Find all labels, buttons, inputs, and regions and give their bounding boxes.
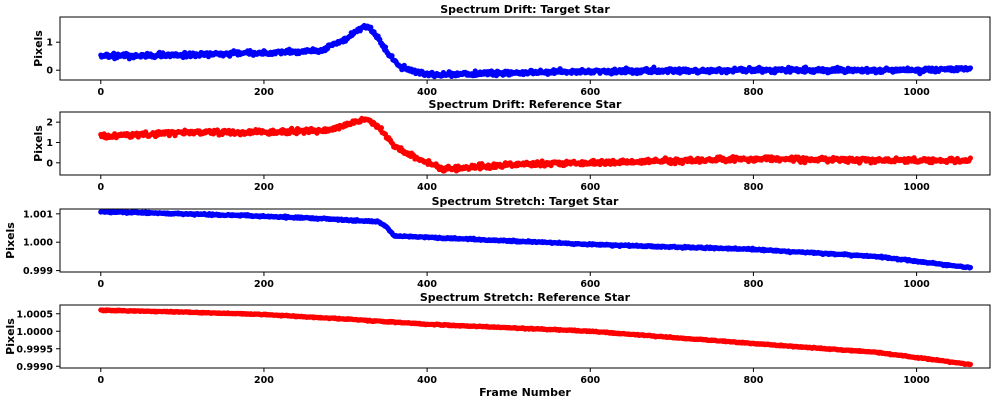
x-tick-label: 0 [97, 279, 104, 290]
y-tick-label: 1 [46, 38, 53, 49]
x-axis-label: Frame Number [479, 386, 571, 399]
x-tick-label: 600 [580, 182, 600, 193]
x-tick-label: 1000 [903, 87, 930, 98]
panel-title: Spectrum Stretch: Reference Star [420, 291, 631, 304]
x-tick-label: 400 [417, 182, 437, 193]
x-tick-label: 800 [743, 375, 763, 386]
data-point [967, 264, 974, 271]
y-tick-label: 1.001 [23, 209, 53, 220]
x-tick-label: 200 [254, 87, 274, 98]
x-tick-label: 200 [254, 279, 274, 290]
y-axis-label: Pixels [32, 30, 45, 67]
data-point [382, 44, 389, 50]
x-tick-label: 600 [580, 279, 600, 290]
x-tick-label: 0 [97, 375, 104, 386]
y-tick-label: 0.9995 [16, 344, 53, 355]
axes-frame [59, 111, 991, 176]
data-point [368, 24, 374, 30]
data-series [98, 208, 974, 271]
y-tick-label: 1.0005 [16, 309, 53, 320]
y-tick-label: 0 [46, 66, 53, 77]
x-tick-label: 200 [254, 375, 274, 386]
y-axis-label: Pixels [4, 222, 17, 259]
x-tick-label: 0 [97, 87, 104, 98]
data-point [389, 53, 395, 59]
axes-frame [59, 16, 991, 81]
x-tick-label: 1000 [903, 279, 930, 290]
axes-frame [59, 208, 991, 273]
x-tick-label: 200 [254, 182, 274, 193]
y-tick-label: 1.0000 [16, 327, 53, 338]
x-tick-label: 400 [417, 279, 437, 290]
panel-4: Spectrum Stretch: Reference Star Pixels 0 2… [4, 291, 991, 399]
y-tick-label: 2 [46, 118, 53, 129]
x-tick-label: 400 [417, 87, 437, 98]
panel-title: Spectrum Stretch: Target Star [432, 195, 619, 208]
x-tick-label: 1000 [903, 375, 930, 386]
data-point [967, 361, 974, 367]
x-tick-label: 800 [743, 87, 763, 98]
data-point [967, 155, 974, 161]
y-axis-label: Pixels [32, 125, 45, 162]
y-tick-label: 0.999 [23, 266, 53, 277]
data-series [98, 115, 974, 174]
y-tick-label: 0.9990 [16, 362, 53, 373]
data-series [98, 307, 974, 368]
y-tick-label: 1 [46, 138, 53, 149]
x-tick-label: 800 [743, 182, 763, 193]
y-axis-label: Pixels [4, 318, 17, 355]
x-tick-label: 0 [97, 182, 104, 193]
panel-title: Spectrum Drift: Reference Star [429, 98, 622, 111]
data-series [98, 22, 974, 80]
x-tick-label: 1000 [903, 182, 930, 193]
x-tick-label: 600 [580, 87, 600, 98]
panel-title: Spectrum Drift: Target Star [440, 3, 610, 16]
panel-3: Spectrum Stretch: Target Star Pixels 0 200 4… [4, 195, 991, 290]
x-tick-label: 800 [743, 279, 763, 290]
y-tick-label: 1.000 [23, 238, 53, 249]
x-tick-label: 400 [417, 375, 437, 386]
y-tick-label: 0 [46, 158, 53, 169]
x-tick-label: 600 [580, 375, 600, 386]
data-point [378, 125, 385, 131]
data-point [967, 65, 974, 71]
